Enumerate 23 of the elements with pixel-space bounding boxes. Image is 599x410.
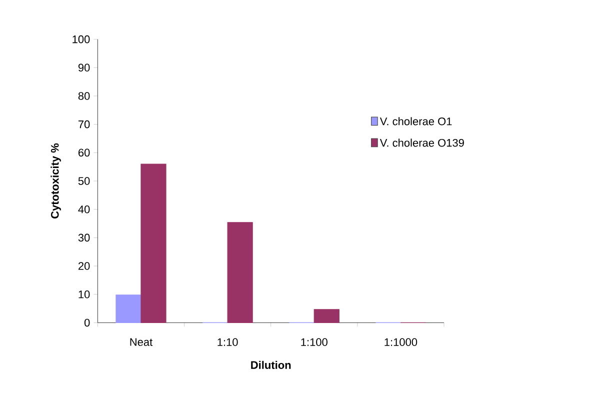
x-tick-label: Neat bbox=[130, 338, 153, 346]
y-tick-label: 100 bbox=[72, 35, 90, 44]
y-tick-label: 40 bbox=[78, 205, 90, 214]
y-tick-label: 70 bbox=[78, 120, 90, 128]
y-tick-label: 90 bbox=[78, 64, 90, 72]
bar bbox=[140, 164, 166, 323]
x-tick-label: 1:100 bbox=[301, 338, 328, 346]
y-tick-label: 80 bbox=[78, 92, 90, 100]
y-tick-label: 50 bbox=[78, 177, 90, 185]
y-tick-label: 30 bbox=[78, 234, 90, 242]
bar bbox=[227, 222, 253, 323]
y-tick-label: 10 bbox=[78, 290, 90, 298]
bar bbox=[116, 294, 142, 323]
y-tick-label: 0 bbox=[84, 318, 90, 327]
y-axis-title: Cytotoxicity % bbox=[50, 143, 61, 218]
bar bbox=[314, 309, 340, 323]
y-tick-label: 60 bbox=[78, 148, 90, 157]
legend-label: V. cholerae O139 bbox=[380, 138, 464, 147]
x-tick-label: 1:10 bbox=[218, 338, 238, 346]
x-axis-title: Dilution bbox=[251, 360, 291, 369]
y-tick-label: 20 bbox=[78, 262, 90, 270]
x-tick-label: 1:1000 bbox=[384, 338, 418, 346]
legend-label: V. cholerae O1 bbox=[380, 117, 452, 126]
